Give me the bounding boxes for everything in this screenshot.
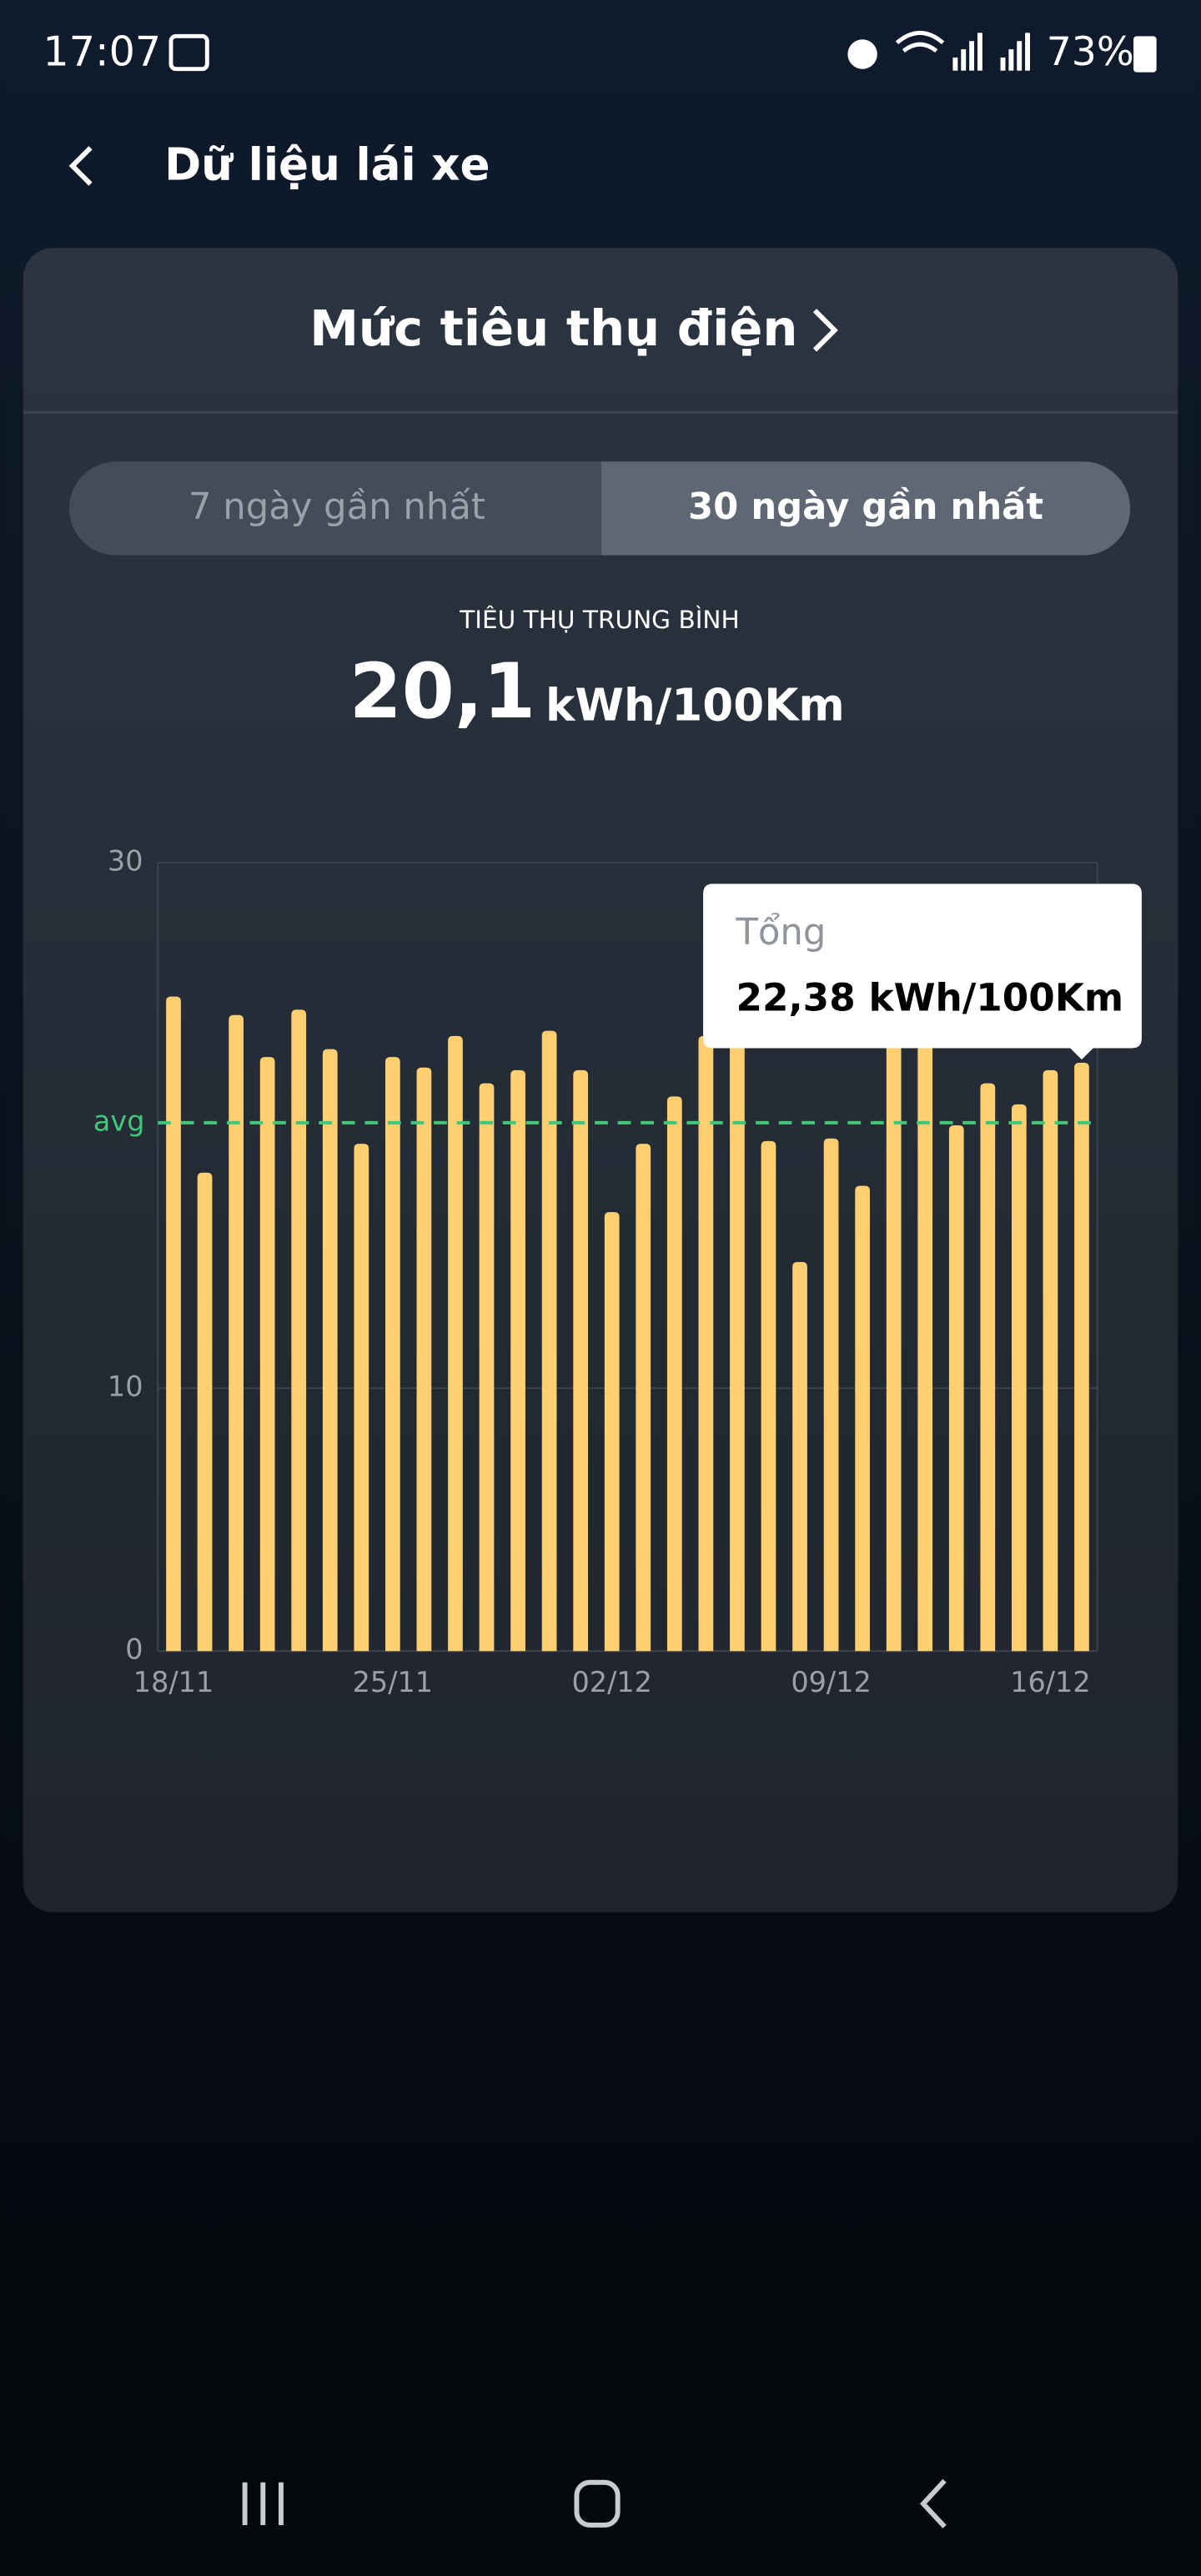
tooltip-value: 22,38 kWh/100Km [736, 975, 1123, 1019]
tab[interactable]: 7 ngày gần nhất [188, 486, 485, 528]
average-unit: kWh/100Km [545, 679, 845, 731]
bar [1074, 1063, 1089, 1652]
x-tick-label: 09/12 [791, 1666, 871, 1698]
nav-home[interactable] [574, 2479, 621, 2528]
bar [698, 1035, 714, 1652]
bar [917, 1044, 933, 1652]
average-label: TIÊU THỤ TRUNG BÌNH [459, 605, 739, 634]
bar [1043, 1069, 1058, 1652]
nav-recent[interactable] [242, 2482, 284, 2525]
status-icons [847, 31, 1157, 73]
bar [855, 1185, 870, 1652]
x-tick-label: 16/12 [1010, 1666, 1090, 1698]
bar [886, 1044, 902, 1652]
nav-back[interactable] [919, 2478, 947, 2528]
bar [479, 1083, 495, 1652]
bar [666, 1096, 682, 1652]
bar [448, 1035, 463, 1652]
bar [541, 1030, 557, 1652]
bar [229, 1014, 244, 1652]
header-title: Dữ liệu lái xe [164, 139, 490, 191]
nav-bar [242, 2478, 947, 2528]
bar [1012, 1104, 1027, 1652]
x-tick-label: 02/12 [571, 1666, 651, 1698]
bar [823, 1138, 839, 1652]
bar [416, 1067, 432, 1652]
bar [291, 1009, 307, 1652]
bar [761, 1140, 776, 1652]
tooltip-title: Tổng [735, 912, 826, 953]
bar [510, 1069, 525, 1652]
tab-active[interactable] [600, 461, 1131, 556]
card-title[interactable]: Mức tiêu thụ điện [309, 299, 797, 357]
bar [980, 1083, 996, 1652]
bar [197, 1172, 213, 1652]
bar [166, 996, 181, 1652]
bar [385, 1057, 400, 1652]
bar [322, 1049, 338, 1652]
bar [792, 1261, 807, 1652]
status-time: 17:07 [43, 27, 161, 75]
bar [259, 1057, 275, 1652]
chart: 0 10 30 18/11 25/11 02/12 09/12 16/12 avg Tổng 22,… [93, 844, 1142, 1698]
y-tick-label: 30 [108, 844, 143, 877]
bar [636, 1144, 651, 1652]
x-tick-label: 18/11 [133, 1666, 214, 1698]
y-tick-label: 10 [108, 1371, 143, 1403]
avg-label: avg [93, 1104, 145, 1137]
x-tick-label: 25/11 [353, 1666, 433, 1698]
bar [354, 1144, 369, 1652]
bar [948, 1125, 964, 1652]
bar [573, 1069, 589, 1652]
average-value: 20,1 [349, 648, 535, 736]
bar [604, 1212, 620, 1652]
bar [730, 1035, 745, 1652]
back-button[interactable] [68, 146, 93, 186]
y-tick-label: 0 [125, 1633, 143, 1666]
card-chevron[interactable] [812, 309, 838, 352]
status-battery: 73% [1047, 29, 1134, 75]
status-icon [168, 33, 209, 72]
tooltip-box [703, 883, 1142, 1060]
tab[interactable]: 30 ngày gần nhất [688, 486, 1043, 528]
